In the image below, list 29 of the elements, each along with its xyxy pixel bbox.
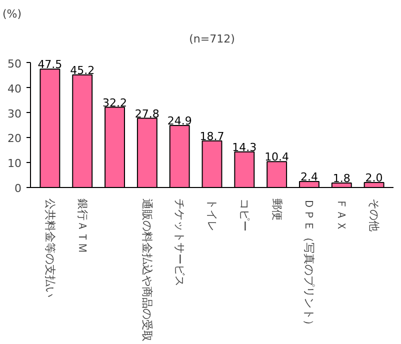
- y-tick-label: 0: [14, 182, 22, 195]
- x-tick-label: 公共料金等の支払い: [43, 198, 56, 298]
- x-tick-label: その他: [368, 198, 381, 232]
- data-label: 1.8: [332, 172, 350, 186]
- x-tick-label: ＤＰＥ（写真のプリント）: [302, 198, 316, 330]
- x-tick-label: 通販の料金払込や商品の受取: [140, 198, 154, 342]
- data-label: 32.2: [102, 96, 128, 110]
- data-label: 10.4: [264, 150, 290, 164]
- data-label: 2.0: [365, 172, 383, 185]
- data-label: 47.5: [38, 58, 62, 72]
- y-tick-label: 40: [8, 82, 22, 96]
- data-label: 24.9: [167, 114, 192, 128]
- data-label: 2.4: [300, 170, 318, 184]
- y-tick-label: 50: [8, 57, 22, 70]
- data-label: 45.2: [70, 64, 95, 77]
- x-tick-label: 郵便: [270, 198, 284, 220]
- x-tick-label: 銀行ＡＴＭ: [76, 198, 89, 254]
- y-tick-label: 10: [8, 157, 22, 170]
- y-axis-title: (%): [2, 8, 22, 20]
- data-label: 27.8: [134, 107, 160, 120]
- data-label: 14.3: [232, 140, 257, 154]
- x-tick-label: チケットサービス: [173, 198, 186, 286]
- text: (n=712): [189, 32, 235, 46]
- y-tick-label: 30: [8, 107, 22, 120]
- x-tick-label: コピー: [238, 198, 251, 232]
- x-tick-label: トイレ: [206, 198, 218, 232]
- x-tick-label: ＦＡＸ: [335, 198, 348, 232]
- y-tick-label: 20: [8, 132, 22, 146]
- data-label: 18.7: [200, 130, 224, 143]
